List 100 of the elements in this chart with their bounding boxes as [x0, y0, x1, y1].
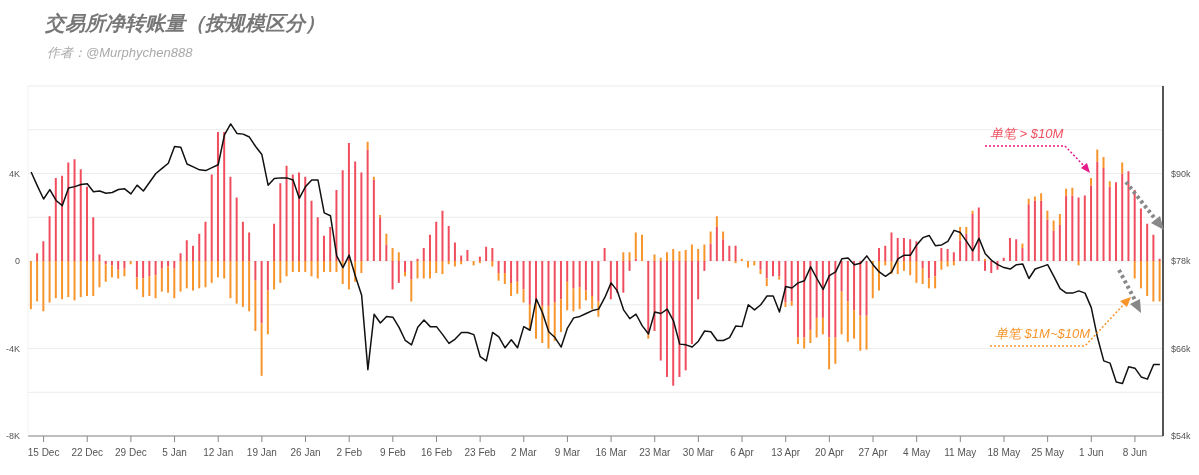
bar [322, 261, 325, 272]
bar [853, 261, 856, 311]
bar [335, 261, 338, 272]
bar [73, 261, 76, 301]
bar [1139, 208, 1142, 261]
bar [690, 244, 693, 261]
bar [198, 261, 201, 289]
bar [740, 258, 743, 261]
bar [36, 261, 39, 302]
bar [703, 261, 706, 271]
bar [1065, 195, 1068, 261]
bar [902, 238, 905, 261]
bar [859, 315, 862, 351]
bar [859, 261, 862, 316]
bar [616, 261, 619, 293]
bar [266, 290, 269, 335]
bar [622, 261, 625, 293]
bar [366, 149, 369, 261]
bar [354, 161, 357, 261]
bar [747, 261, 750, 268]
bar [223, 131, 226, 261]
bar [984, 258, 987, 261]
bar [61, 261, 64, 300]
bar [927, 278, 930, 289]
x-tick-label: 9 Mar [554, 447, 581, 458]
bar [890, 232, 893, 261]
bar [179, 261, 182, 292]
bar [896, 261, 899, 275]
bar [1058, 224, 1061, 261]
bar [347, 142, 350, 261]
bar [360, 261, 363, 274]
x-tick-label: 19 Jan [246, 447, 277, 458]
bar [628, 252, 631, 261]
bar [971, 213, 974, 261]
bar [734, 261, 737, 264]
bar [185, 240, 188, 261]
bar [391, 247, 394, 261]
bar [672, 261, 675, 386]
bar [36, 253, 39, 261]
bar [1158, 261, 1161, 302]
bar [828, 261, 831, 338]
bar [977, 207, 980, 261]
bar [1090, 185, 1093, 261]
bar [397, 252, 400, 261]
bar [241, 221, 244, 261]
bar [235, 261, 238, 304]
y2-tick-label: $66k [1171, 343, 1192, 354]
bar [273, 261, 276, 290]
bar [110, 265, 113, 278]
bar [79, 261, 82, 298]
line-series [30, 123, 1161, 385]
chart-title: 交易所净转账量（按规模区分） [45, 10, 325, 37]
bar [154, 261, 157, 276]
bar [404, 261, 407, 272]
bar [641, 234, 644, 261]
bar [1021, 247, 1024, 261]
bar [291, 174, 294, 261]
bar [759, 261, 762, 270]
bar [385, 244, 388, 261]
bar [697, 261, 700, 300]
bar [285, 165, 288, 261]
bar [909, 239, 912, 261]
bar [1108, 181, 1111, 187]
bar [1040, 200, 1043, 261]
bar [304, 176, 307, 261]
bar [709, 231, 712, 244]
bar [1077, 197, 1080, 261]
bar [715, 227, 718, 261]
bar [1133, 189, 1136, 261]
bar [1102, 168, 1105, 261]
bar [765, 261, 768, 279]
bar [347, 261, 350, 290]
chart-subtitle: 作者：@Murphychen888 [47, 44, 193, 62]
bar [179, 253, 182, 261]
bar [167, 261, 170, 267]
bar [260, 261, 263, 324]
bar [98, 254, 101, 261]
bar [360, 172, 363, 261]
bar [160, 268, 163, 292]
bar [1146, 223, 1149, 261]
bar [921, 268, 924, 284]
bar [522, 289, 525, 303]
bar [1158, 258, 1161, 261]
bar [298, 172, 301, 261]
bar [1096, 149, 1099, 162]
bar [273, 223, 276, 261]
bar [597, 301, 600, 317]
bar [391, 261, 394, 290]
bar [1027, 198, 1030, 205]
bar [1083, 195, 1086, 261]
bar [653, 254, 656, 261]
y2-tick-label: $90k [1171, 168, 1192, 179]
bar [322, 235, 325, 261]
bar [310, 261, 313, 277]
x-tick-label: 23 Mar [639, 447, 671, 458]
bar [316, 261, 319, 279]
bar [722, 239, 725, 261]
bar [828, 337, 831, 370]
bar [778, 276, 781, 280]
bar [372, 180, 375, 261]
